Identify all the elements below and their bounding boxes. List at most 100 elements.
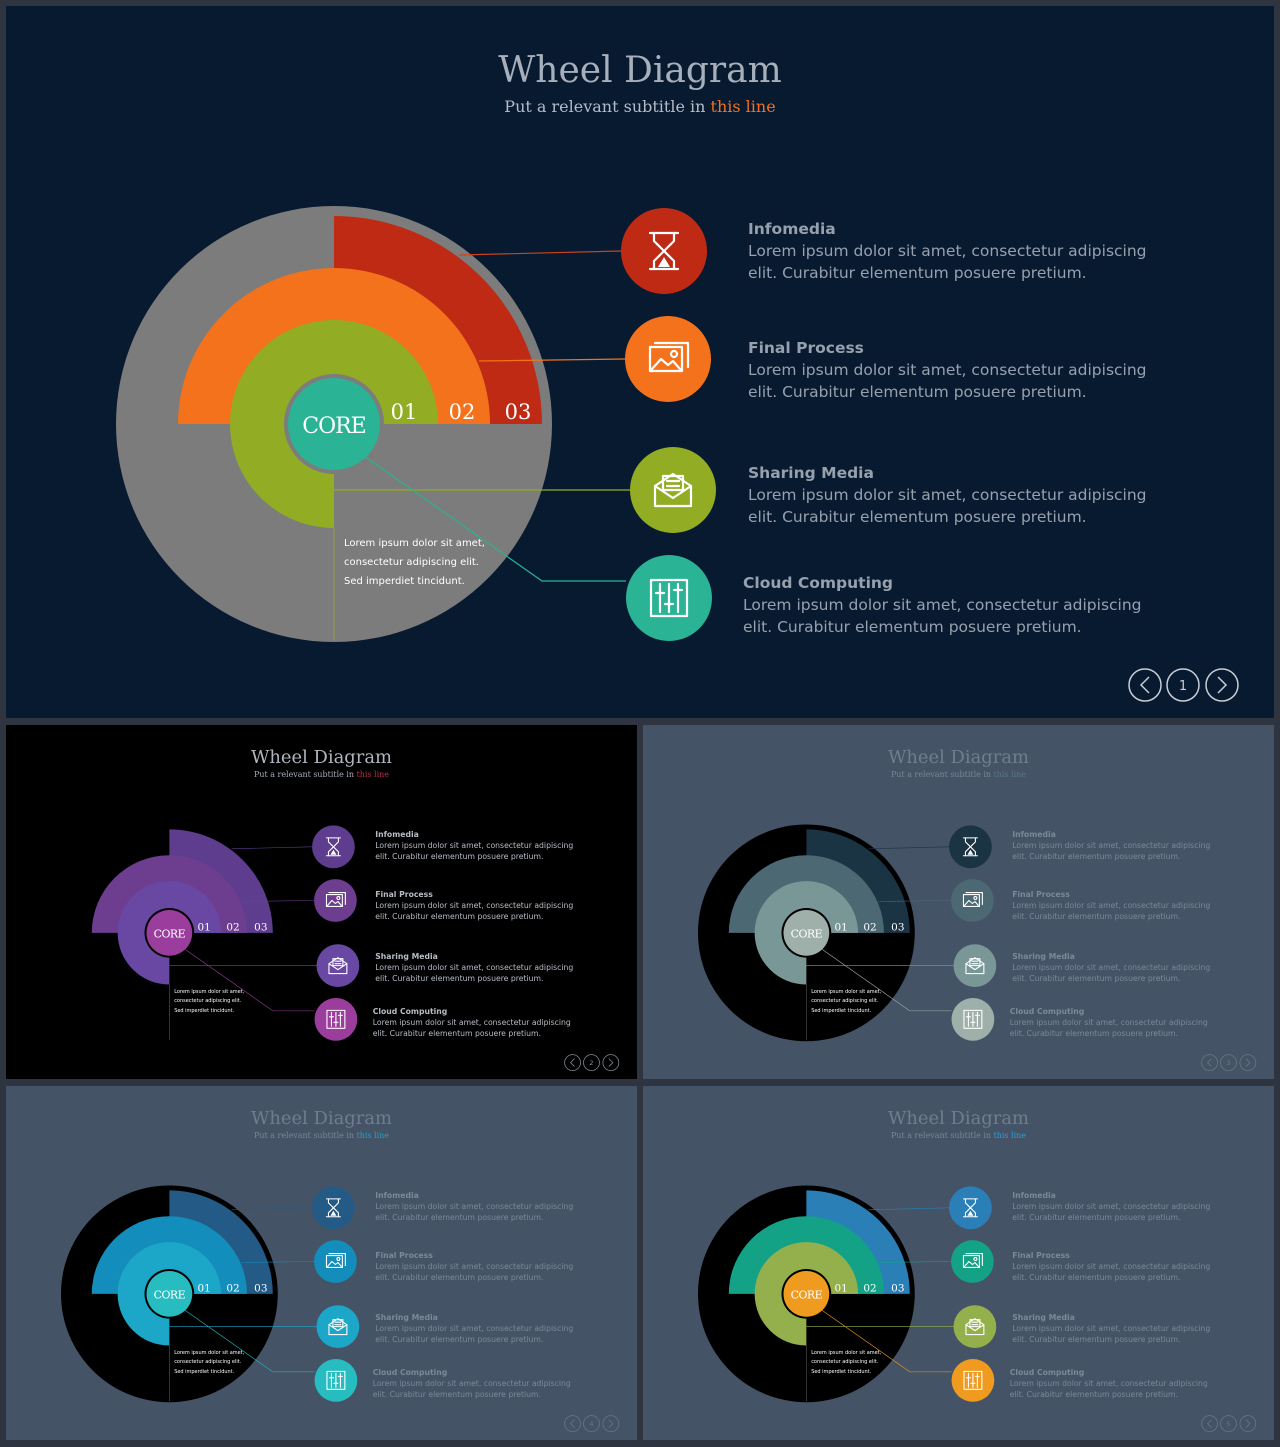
item-title: Infomedia: [375, 830, 419, 840]
next-button[interactable]: [1239, 1415, 1257, 1432]
subtitle-text: Put a relevant subtitle in: [254, 1131, 355, 1141]
hourglass-icon: [962, 837, 978, 857]
core-label: CORE: [302, 414, 366, 439]
item-title: Sharing Media: [375, 951, 438, 961]
item-title: Infomedia: [748, 220, 836, 238]
prev-button[interactable]: [564, 1054, 581, 1071]
center-text-line: consectetur adipiscing elit.: [811, 1359, 879, 1366]
item-description: elit. Curabitur elementum posuere pretiu…: [372, 1028, 541, 1038]
sliders-icon: [963, 1009, 983, 1029]
slide-subtitle: Put a relevant subtitle in this line: [643, 770, 1274, 779]
item-description: Lorem ipsum dolor sit amet, consectetur …: [1012, 1323, 1211, 1333]
ring-number-01: 01: [835, 921, 848, 933]
hourglass-icon: [648, 231, 680, 271]
subtitle-text: Put a relevant subtitle in: [891, 770, 992, 780]
prev-button[interactable]: [564, 1415, 581, 1432]
next-button[interactable]: [602, 1054, 620, 1071]
slide-4: 01 02 03 CORE 4 Wheel Diagram Put a relevant s…: [6, 1086, 637, 1440]
item-title: Infomedia: [375, 1191, 419, 1201]
center-text-line: Lorem ipsum dolor sit amet,: [811, 1349, 882, 1356]
slide-5: 01 02 03 CORE 5 Wheel Diagram Put a relevant s…: [643, 1086, 1274, 1440]
item-3: Sharing Media Lorem ipsum dolor sit amet,…: [748, 462, 1147, 528]
item-3: Sharing Media Lorem ipsum dolor sit amet,…: [375, 1313, 573, 1346]
item-description: elit. Curabitur elementum posuere pretiu…: [748, 264, 1087, 282]
icon-circle-2: [951, 879, 994, 922]
slide-title: Wheel Diagram: [251, 1107, 392, 1129]
envelope-icon: [653, 472, 693, 508]
center-text-line: Sed imperdiet tincidunt.: [174, 1007, 235, 1014]
envelope-icon: [328, 957, 348, 975]
center-text: Lorem ipsum dolor sit amet, consectetur a…: [811, 988, 881, 1016]
ring-number-02: 02: [449, 400, 476, 424]
slide-1: 01 02 03 CORE 1 Wheel Diagram Put a relevant s…: [6, 6, 1274, 718]
item-description: elit. Curabitur elementum posuere pretiu…: [375, 1213, 544, 1223]
ring-number-02: 02: [863, 921, 876, 933]
slide-subtitle: Put a relevant subtitle in this line: [6, 97, 1274, 116]
subtitle-text: Put a relevant subtitle in: [891, 1131, 992, 1141]
item-description: Lorem ipsum dolor sit amet, consectetur …: [375, 1323, 574, 1333]
envelope-icon: [328, 1318, 348, 1336]
page-indicator: [583, 1415, 600, 1432]
item-title: Infomedia: [1012, 830, 1056, 840]
sliders-icon: [326, 1370, 346, 1390]
sliders-icon: [963, 1370, 983, 1390]
item-description: elit. Curabitur elementum posuere pretiu…: [1012, 1272, 1181, 1282]
slide-subtitle: Put a relevant subtitle in this line: [6, 1131, 637, 1140]
pagination: 5: [1201, 1415, 1257, 1432]
prev-button[interactable]: [1128, 668, 1162, 702]
item-4: Cloud Computing Lorem ipsum dolor sit ame…: [1010, 1368, 1208, 1401]
next-button[interactable]: [1239, 1054, 1257, 1071]
item-description: Lorem ipsum dolor sit amet, consectetur …: [1012, 1261, 1211, 1271]
ring-number-02: 02: [226, 921, 239, 933]
item-description: elit. Curabitur elementum posuere pretiu…: [743, 618, 1082, 636]
slide-title: Wheel Diagram: [498, 50, 782, 91]
ring-number-02: 02: [226, 1282, 239, 1294]
item-description: elit. Curabitur elementum posuere pretiu…: [1009, 1028, 1178, 1038]
item-3: Sharing Media Lorem ipsum dolor sit amet,…: [375, 952, 573, 985]
pagination: 4: [564, 1415, 620, 1432]
center-text-line: Lorem ipsum dolor sit amet,: [344, 538, 485, 549]
prev-button[interactable]: [1201, 1054, 1218, 1071]
item-2: Final Process Lorem ipsum dolor sit amet,…: [375, 1251, 573, 1284]
next-button[interactable]: [602, 1415, 620, 1432]
hourglass-icon: [962, 1198, 978, 1218]
connector-line: [821, 1309, 952, 1373]
image-icon: [648, 341, 690, 373]
subtitle-text: Put a relevant subtitle in: [504, 97, 706, 116]
ring-number-03: 03: [505, 400, 532, 424]
chevron-left-icon: [1207, 1419, 1212, 1428]
item-title: Sharing Media: [1012, 1312, 1075, 1322]
connector-line: [363, 455, 626, 582]
item-description: Lorem ipsum dolor sit amet, consectetur …: [1012, 962, 1211, 972]
item-title: Final Process: [375, 889, 433, 899]
item-description: Lorem ipsum dolor sit amet, consectetur …: [1009, 1378, 1208, 1388]
item-description: Lorem ipsum dolor sit amet, consectetur …: [1009, 1017, 1208, 1027]
item-title: Sharing Media: [375, 1312, 438, 1322]
prev-button[interactable]: [1201, 1415, 1218, 1432]
icon-circle-2: [625, 316, 711, 402]
core-circle: [783, 1270, 830, 1317]
item-title: Final Process: [1012, 1250, 1070, 1260]
icon-circle-2: [314, 879, 357, 922]
item-4: Cloud Computing Lorem ipsum dolor sit ame…: [743, 572, 1142, 638]
pagination: 2: [564, 1054, 620, 1071]
item-title: Cloud Computing: [1009, 1006, 1085, 1016]
subtitle-highlight: this line: [356, 770, 389, 780]
item-description: elit. Curabitur elementum posuere pretiu…: [1012, 1213, 1181, 1223]
item-4: Cloud Computing Lorem ipsum dolor sit ame…: [373, 1368, 571, 1401]
item-3: Sharing Media Lorem ipsum dolor sit amet,…: [1012, 952, 1210, 985]
connector-line: [868, 846, 950, 850]
subtitle-highlight: this line: [710, 97, 776, 116]
chevron-left-icon: [1207, 1058, 1212, 1067]
wheel-diagram: 01 02 03 CORE 2: [60, 824, 620, 1071]
connector-line: [241, 900, 315, 902]
next-button[interactable]: [1205, 668, 1239, 702]
wheel-diagram: 01 02 03 CORE 1: [116, 206, 1239, 702]
icon-circle-2: [951, 1240, 994, 1283]
page-number: 3: [1226, 1059, 1230, 1067]
chevron-right-icon: [608, 1419, 614, 1428]
item-description: elit. Curabitur elementum posuere pretiu…: [375, 911, 544, 921]
item-4: Cloud Computing Lorem ipsum dolor sit ame…: [1010, 1007, 1208, 1040]
wheel-diagram: 01 02 03 CORE 3: [697, 824, 1257, 1071]
item-description: Lorem ipsum dolor sit amet, consectetur …: [372, 1378, 571, 1388]
